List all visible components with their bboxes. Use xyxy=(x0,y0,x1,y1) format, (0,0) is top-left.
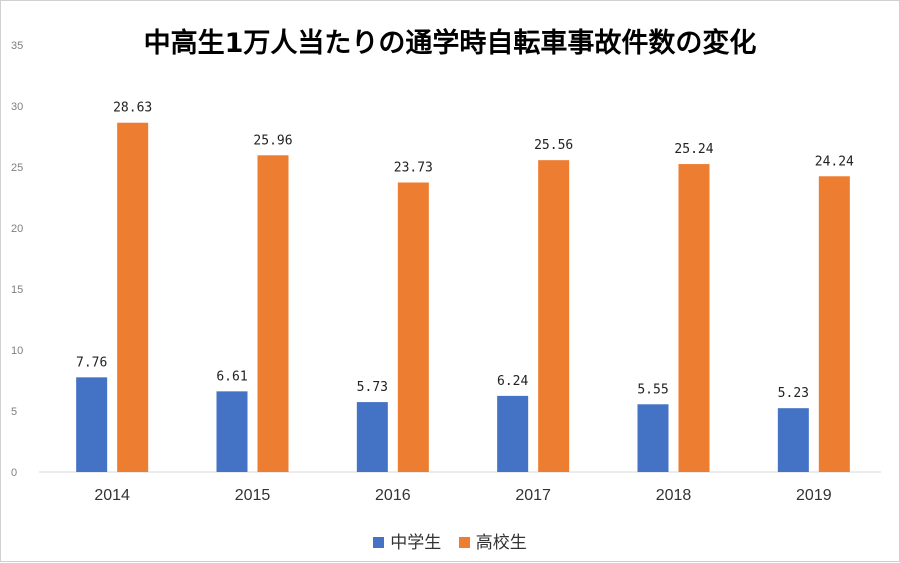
y-tick-label: 10 xyxy=(11,345,23,357)
legend-swatch-junior-high xyxy=(373,536,385,548)
bar-junior-high xyxy=(76,377,108,472)
legend-label-junior-high: 中学生 xyxy=(390,533,442,553)
x-tick-label: 2015 xyxy=(235,487,271,504)
x-tick-label: 2014 xyxy=(94,487,130,504)
data-label-junior-high: 6.24 xyxy=(497,374,528,389)
x-tick-label: 2017 xyxy=(515,487,551,504)
x-tick-label: 2018 xyxy=(656,487,692,504)
bar-junior-high xyxy=(216,391,248,472)
chart-title: 中高生1万人当たりの通学時自転車事故件数の変化 xyxy=(143,28,757,59)
y-tick-label: 0 xyxy=(11,467,17,479)
data-label-high-school: 28.63 xyxy=(113,101,152,116)
bar-high-school xyxy=(257,155,289,472)
y-tick-label: 35 xyxy=(11,40,23,52)
bar-junior-high xyxy=(356,402,388,472)
legend: 中学生 高校生 xyxy=(1,528,899,553)
data-label-junior-high: 5.23 xyxy=(778,386,809,401)
bar-junior-high xyxy=(497,395,529,472)
y-tick-label: 20 xyxy=(11,223,23,235)
legend-swatch-high-school xyxy=(458,536,470,548)
x-tick-label: 2019 xyxy=(796,487,832,504)
bar-junior-high xyxy=(777,408,809,472)
y-tick-label: 15 xyxy=(11,284,23,296)
data-label-high-school: 25.24 xyxy=(674,142,713,157)
legend-label-high-school: 高校生 xyxy=(475,533,527,553)
bar-junior-high xyxy=(637,404,669,472)
bar-high-school xyxy=(397,182,429,472)
data-label-high-school: 25.56 xyxy=(534,138,573,153)
bar-high-school xyxy=(818,176,850,472)
data-label-high-school: 24.24 xyxy=(815,154,854,169)
y-tick-label: 30 xyxy=(11,101,23,113)
data-label-high-school: 23.73 xyxy=(394,160,433,175)
data-label-junior-high: 5.55 xyxy=(637,382,668,397)
data-label-junior-high: 7.76 xyxy=(76,355,107,370)
legend-item-junior-high: 中学生 xyxy=(373,528,441,553)
legend-item-high-school: 高校生 xyxy=(458,528,527,553)
data-label-junior-high: 6.61 xyxy=(216,369,247,384)
bar-high-school xyxy=(538,160,570,472)
bar-high-school xyxy=(117,122,149,473)
data-label-high-school: 25.96 xyxy=(253,133,292,148)
data-label-junior-high: 5.73 xyxy=(357,380,388,395)
y-tick-label: 25 xyxy=(11,162,23,174)
y-tick-label: 5 xyxy=(11,406,17,418)
x-tick-label: 2016 xyxy=(375,487,411,504)
bar-high-school xyxy=(678,164,710,472)
